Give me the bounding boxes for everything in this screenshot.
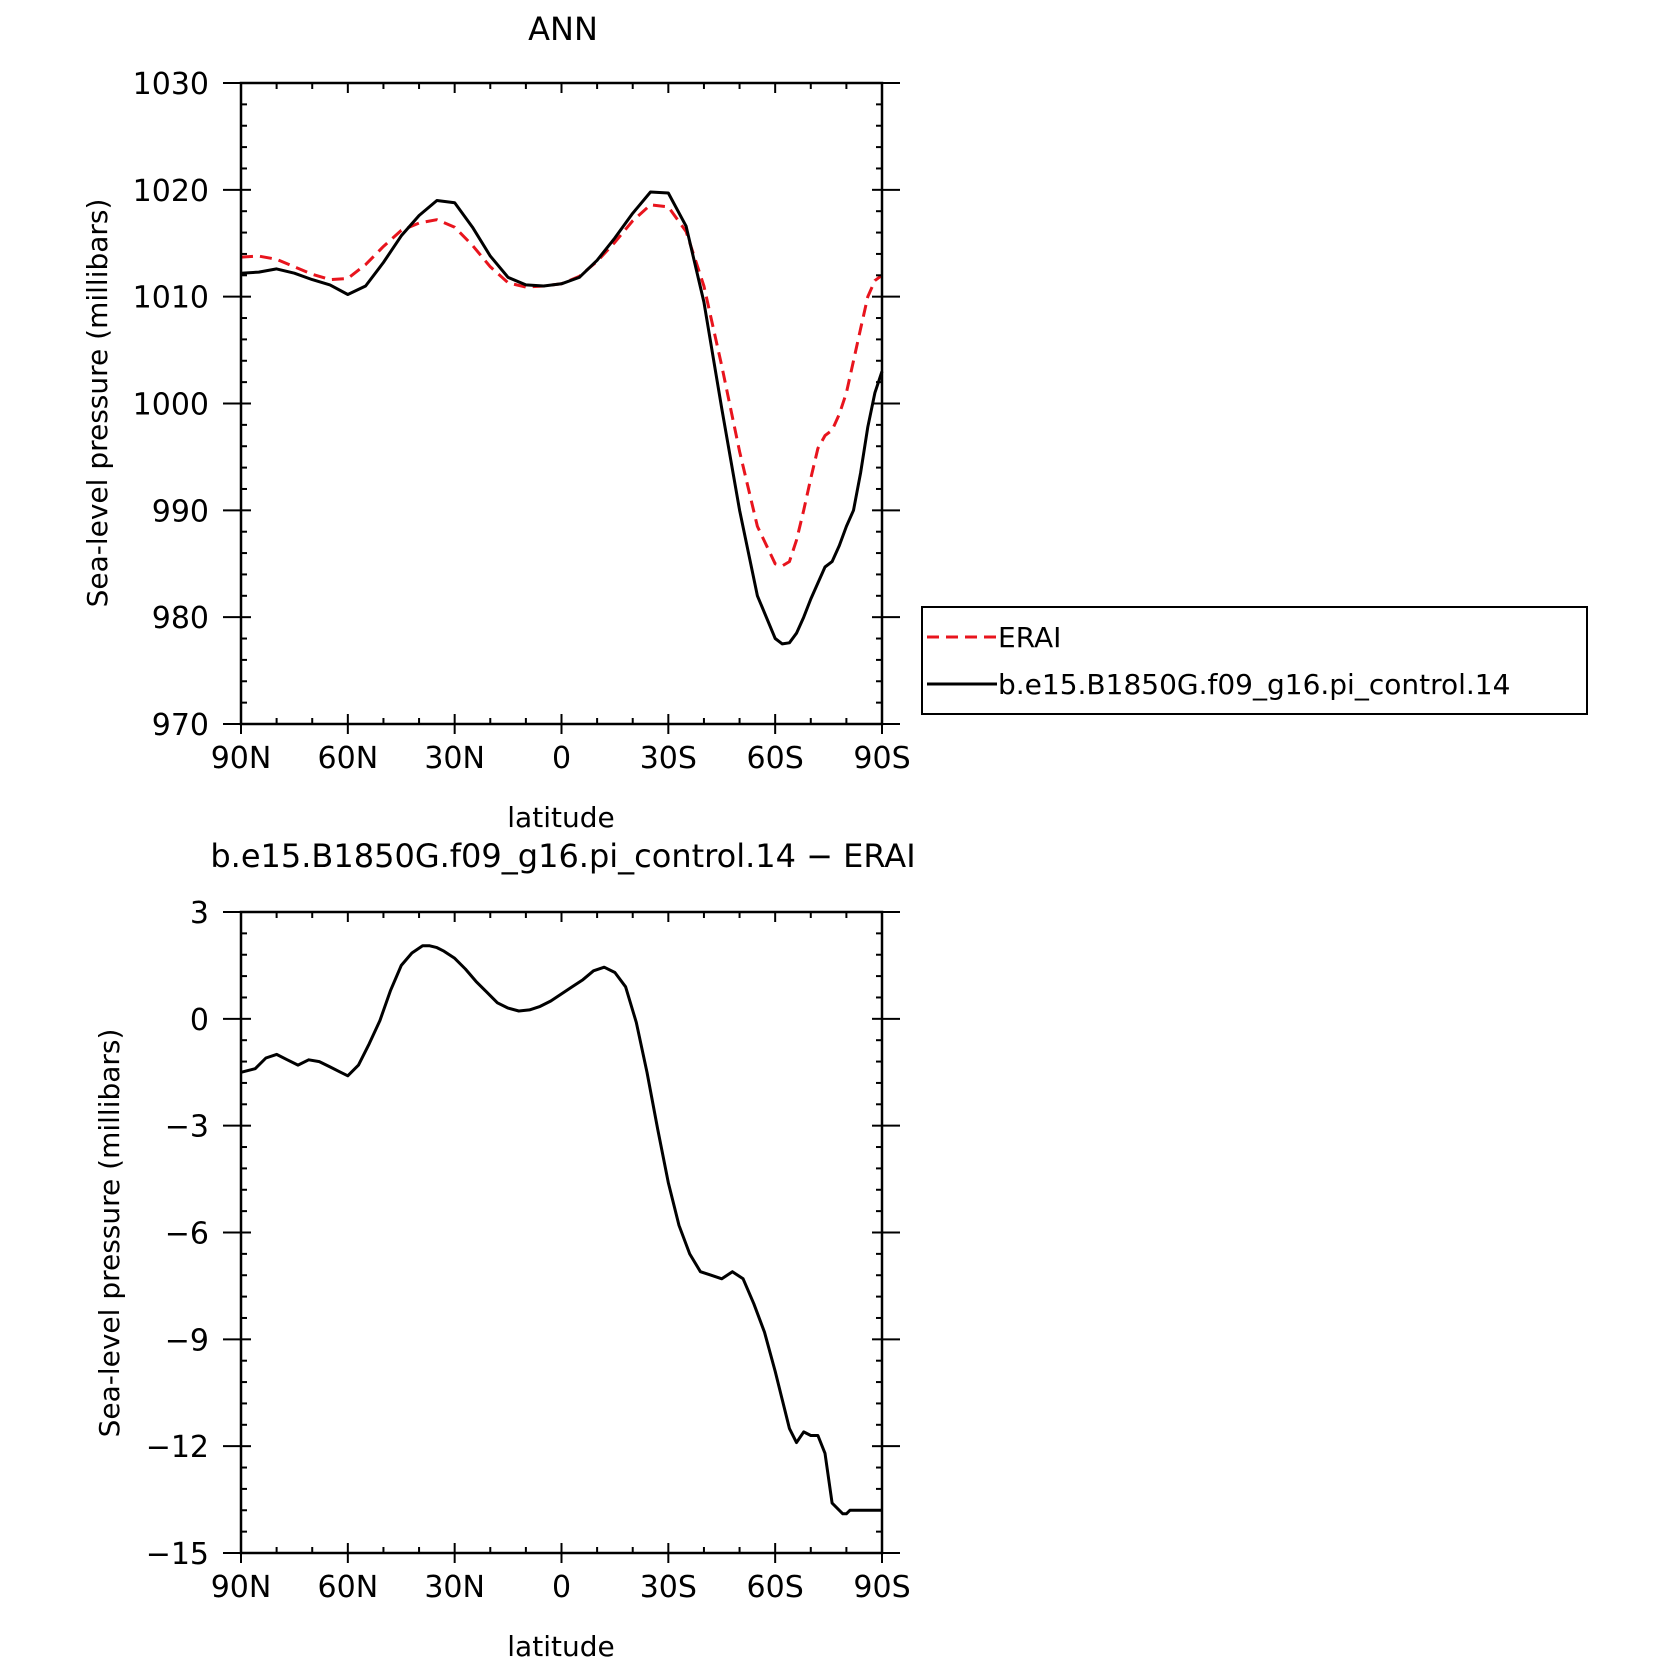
y-tick-label: −6 — [165, 1217, 209, 1252]
axis-ticks: 90N 60N 30N 0 30S 60S 90S 970 980 990 1000 1010 1020… — [133, 67, 911, 776]
y-axis-label: Sea-level pressure (millibars) — [81, 199, 114, 608]
x-tick-label: 90N — [211, 741, 272, 776]
x-tick-label: 90S — [853, 1570, 910, 1605]
y-tick-label: 970 — [152, 708, 209, 743]
y-tick-label: 3 — [190, 896, 209, 931]
legend-label-model: b.e15.B1850G.f09_g16.pi_control.14 — [998, 668, 1510, 701]
plot-marks — [240, 944, 882, 1516]
plot-frame — [239, 910, 884, 1555]
x-tick-label: 60N — [318, 741, 379, 776]
y-tick-label: −9 — [165, 1323, 209, 1358]
panel-slp-difference: b.e15.B1850G.f09_g16.pi_control.14 − ERA… — [93, 837, 916, 1663]
x-tick-label: 30S — [640, 1570, 697, 1605]
plot-marks — [240, 190, 884, 646]
chart-title: b.e15.B1850G.f09_g16.pi_control.14 − ERA… — [210, 837, 915, 875]
x-tick-label: 60S — [747, 1570, 804, 1605]
x-tick-label: 0 — [552, 741, 571, 776]
chart-title: ANN — [528, 10, 598, 48]
legend-label-erai: ERAI — [998, 621, 1061, 654]
x-tick-label: 30N — [424, 741, 485, 776]
y-tick-label: 1030 — [133, 67, 209, 102]
y-tick-label: 0 — [190, 1003, 209, 1038]
y-tick-label: 980 — [152, 601, 209, 636]
legend: ERAI b.e15.B1850G.f09_g16.pi_control.14 — [921, 606, 1588, 715]
x-tick-label: 30S — [640, 741, 697, 776]
y-tick-label: −3 — [165, 1110, 209, 1145]
y-tick-label: 1010 — [133, 281, 209, 316]
x-tick-label: 60S — [747, 741, 804, 776]
series-line-model — [240, 190, 884, 646]
x-tick-label: 90S — [853, 741, 910, 776]
x-axis-label: latitude — [507, 1630, 614, 1663]
x-tick-label: 30N — [424, 1570, 485, 1605]
legend-box — [921, 606, 1588, 715]
x-tick-label: 0 — [552, 1570, 571, 1605]
x-tick-label: 60N — [318, 1570, 379, 1605]
plot-frame — [239, 81, 884, 726]
x-tick-label: 90N — [211, 1570, 272, 1605]
series-line-erai — [240, 203, 883, 568]
x-axis-label: latitude — [507, 801, 614, 834]
y-tick-label: 1000 — [133, 388, 209, 423]
panel-annual-slp: ANN 90N 60N 30N 0 30S 60S 90S 970 980 990 1000 1010… — [81, 10, 911, 834]
series-line-difference — [240, 944, 882, 1516]
y-tick-label: −12 — [146, 1430, 209, 1465]
y-tick-label: 990 — [152, 494, 209, 529]
y-tick-label: −15 — [146, 1537, 209, 1572]
axis-ticks: 90N 60N 30N 0 30S 60S 90S −15 −12 −9 −6 −3 0 3 — [146, 896, 911, 1605]
y-axis-label: Sea-level pressure (millibars) — [93, 1029, 126, 1438]
y-tick-label: 1020 — [133, 174, 209, 209]
